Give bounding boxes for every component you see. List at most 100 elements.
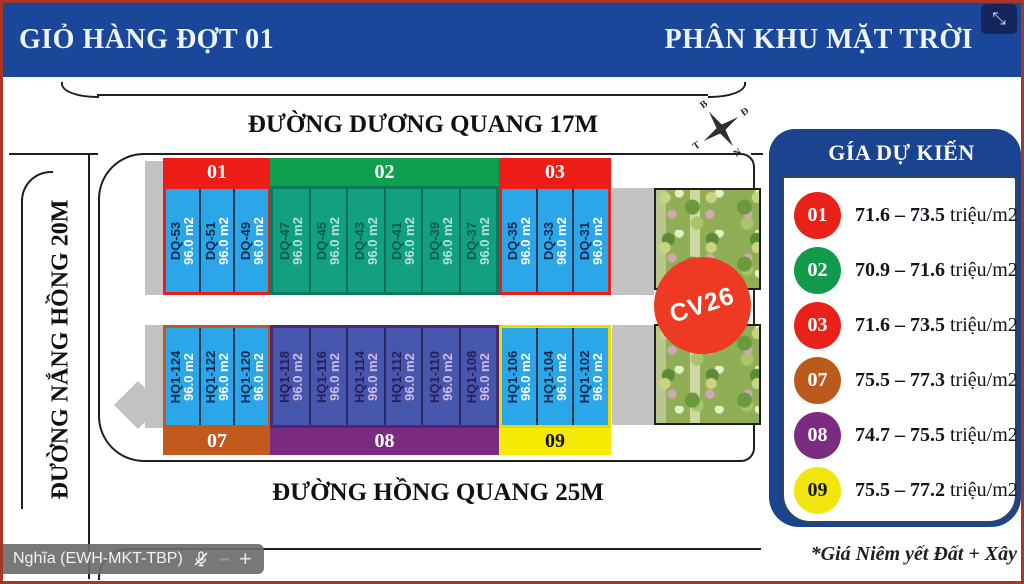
lot-group-07: HQ1-124 96.0 m2 HQ1-122 96.0 m2 HQ1-120 96.0 …	[163, 325, 271, 428]
lot-label: HQ1-114 96.0 m2	[351, 350, 380, 403]
lot-area: 96.0 m2	[518, 352, 533, 401]
compass-icon: B Đ N T	[688, 96, 755, 163]
minus-button[interactable]: –	[218, 548, 230, 570]
lot-DQ-47: DQ-47 96.0 m2	[273, 189, 309, 292]
presenter-name: Nghĩa (EWH-MKT-TBP)	[13, 550, 183, 567]
legend-price-range: 70.9 – 71.6	[855, 259, 945, 281]
lot-label: DQ-43 96.0 m2	[351, 216, 380, 265]
legend-price: 75.5 – 77.2 triệu/m2	[855, 479, 1018, 502]
road-line-bottom	[128, 548, 761, 550]
lot-area: 96.0 m2	[554, 216, 569, 265]
lot-label: HQ1-112 96.0 m2	[389, 350, 418, 402]
lot-id: DQ-47	[276, 221, 292, 260]
road-line-top2-right	[751, 153, 763, 155]
road-line-top2-left	[9, 153, 98, 155]
legend-circle-03: 03	[794, 302, 841, 349]
lot-id: DQ-49	[237, 221, 253, 260]
lot-DQ-41: DQ-41 96.0 m2	[383, 189, 421, 292]
lot-HQ1-104: HQ1-104 96.0 m2	[536, 328, 572, 425]
lot-area: 96.0 m2	[216, 352, 231, 401]
lot-id: HQ1-106	[504, 350, 520, 403]
legend-price-range: 75.5 – 77.3	[855, 369, 945, 391]
lot-label: DQ-31 96.0 m2	[576, 217, 605, 265]
lot-label: DQ-53 96.0 m2	[168, 217, 196, 265]
lot-label: HQ1-118 96.0 m2	[277, 350, 305, 402]
price-panel: GÍA DỰ KIẾN 01 71.6 – 73.5 triệu/m2 02 70.9…	[769, 129, 1021, 527]
presenter-overlay: Nghĩa (EWH-MKT-TBP) – +	[3, 544, 264, 574]
lot-area: 96.0 m2	[554, 352, 569, 401]
lot-label: HQ1-106 96.0 m2	[504, 350, 533, 403]
lot-DQ-35: DQ-35 96.0 m2	[502, 189, 536, 292]
lot-DQ-43: DQ-43 96.0 m2	[346, 189, 384, 292]
park-badge-label: CV26	[666, 281, 739, 329]
legend-price: 70.9 – 71.6 triệu/m2	[855, 259, 1018, 282]
lot-area: 96.0 m2	[364, 352, 380, 401]
legend-price: 74.7 – 75.5 triệu/m2	[855, 424, 1018, 447]
collapse-arrows-icon[interactable]: ⤡	[981, 4, 1017, 34]
lot-label: DQ-39 96.0 m2	[426, 217, 455, 265]
lot-label: DQ-51 96.0 m2	[203, 216, 231, 265]
lot-HQ1-112: HQ1-112 96.0 m2	[383, 328, 421, 425]
lot-area: 96.0 m2	[590, 352, 605, 401]
lot-id: DQ-31	[576, 221, 592, 260]
legend-circle-07: 07	[794, 357, 841, 404]
legend-price-unit: triệu/m2	[945, 424, 1018, 446]
compass-star-icon	[703, 111, 739, 147]
legend-circle-01: 01	[794, 192, 841, 239]
lot-label: HQ1-104 96.0 m2	[540, 350, 569, 403]
lot-id: HQ1-114	[351, 350, 367, 403]
block-band-02: 02	[270, 158, 499, 186]
block-band-07: 07	[163, 428, 271, 455]
road-line-left-inner	[88, 155, 90, 579]
lot-id: DQ-35	[504, 221, 520, 260]
lot-HQ1-102: HQ1-102 96.0 m2	[572, 328, 608, 425]
park-badge: CV26	[654, 257, 751, 354]
street-label-hong-quang: ĐƯỜNG HỒNG QUANG 25M	[272, 479, 604, 506]
block-band-09: 09	[499, 428, 611, 455]
page-title-right: PHÂN KHU MẶT TRỜI	[664, 24, 973, 55]
lot-label: DQ-45 96.0 m2	[314, 217, 342, 265]
lot-area: 96.0 m2	[439, 352, 455, 401]
lot-id: HQ1-102	[576, 350, 592, 403]
lot-area: 96.0 m2	[216, 216, 231, 265]
lot-label: HQ1-120 96.0 m2	[237, 350, 266, 403]
legend-circle-02: 02	[794, 247, 841, 294]
block-outline	[98, 153, 755, 462]
lot-HQ1-120: HQ1-120 96.0 m2	[233, 328, 269, 425]
legend-circle-08: 08	[794, 412, 841, 459]
lot-label: DQ-33 96.0 m2	[541, 216, 569, 265]
lot-id: DQ-39	[426, 221, 442, 260]
plus-button[interactable]: +	[238, 546, 252, 571]
legend-row-07: 07 75.5 – 77.3 triệu/m2	[784, 353, 1018, 408]
legend-price-range: 71.6 – 73.5	[855, 314, 945, 336]
block-band-08: 08	[270, 428, 499, 455]
street-label-nang-hong: ĐƯỜNG NẮNG HỒNG 20M	[47, 199, 74, 500]
title-band: GIỎ HÀNG ĐỢT 01 PHÂN KHU MẶT TRỜI ⤡	[3, 3, 1021, 77]
lot-HQ1-110: HQ1-110 96.0 m2	[421, 328, 459, 425]
lot-HQ1-114: HQ1-114 96.0 m2	[346, 328, 384, 425]
lot-id: HQ1-120	[237, 350, 253, 403]
lot-area: 96.0 m2	[181, 352, 197, 401]
lot-HQ1-116: HQ1-116 96.0 m2	[308, 328, 346, 425]
legend-price-range: 74.7 – 75.5	[855, 424, 945, 446]
lot-area: 96.0 m2	[250, 352, 266, 401]
lot-label: DQ-37 96.0 m2	[464, 216, 493, 265]
lot-area: 96.0 m2	[477, 216, 493, 265]
page-title-left: GIỎ HÀNG ĐỢT 01	[19, 24, 275, 55]
lot-HQ1-124: HQ1-124 96.0 m2	[166, 328, 199, 425]
lot-label: HQ1-110 96.0 m2	[426, 350, 455, 403]
price-panel-card: 01 71.6 – 73.5 triệu/m2 02 70.9 – 71.6 triệ…	[782, 176, 1018, 523]
lot-area: 96.0 m2	[402, 352, 418, 401]
legend-price-range: 75.5 – 77.2	[855, 479, 945, 501]
lot-group-09: HQ1-106 96.0 m2 HQ1-104 96.0 m2 HQ1-102 96.0 …	[499, 325, 611, 428]
lot-area: 96.0 m2	[518, 216, 533, 265]
mic-muted-icon[interactable]	[192, 550, 210, 568]
lot-area: 96.0 m2	[250, 216, 266, 265]
lot-id: HQ1-110	[426, 350, 442, 403]
sidewalk-strip	[612, 188, 654, 295]
lot-label: DQ-41 96.0 m2	[389, 217, 417, 265]
lot-id: DQ-43	[351, 221, 367, 260]
lot-id: HQ1-104	[540, 350, 556, 403]
lot-area: 96.0 m2	[364, 216, 380, 265]
